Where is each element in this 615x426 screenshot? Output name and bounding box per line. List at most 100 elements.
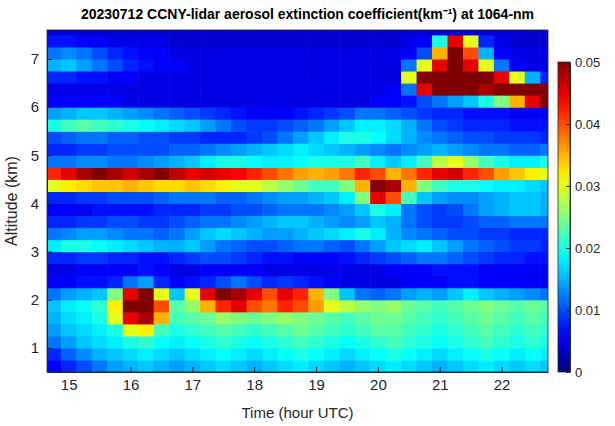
heatmap-cell — [154, 30, 170, 35]
y-tick-label: 4 — [31, 195, 39, 212]
heatmap-cell — [76, 119, 92, 132]
heatmap-cell — [76, 215, 92, 228]
heatmap-cell — [463, 300, 479, 313]
x-tick-label: 20 — [370, 376, 387, 393]
heatmap-cell — [216, 143, 232, 156]
heatmap-cell — [432, 47, 448, 60]
heatmap-cell — [386, 95, 402, 108]
heatmap-cell — [185, 35, 201, 48]
heatmap-cell — [216, 264, 232, 277]
colorbar-tick-label: 0.02 — [575, 241, 600, 256]
heatmap-cell — [540, 143, 548, 156]
heatmap-cell — [200, 167, 216, 180]
heatmap-cell — [370, 95, 386, 108]
heatmap-cell — [509, 131, 525, 144]
colorbar-tick-mark — [566, 62, 570, 63]
heatmap-cell — [76, 155, 92, 168]
x-tick: 19 — [308, 367, 325, 393]
heatmap-cell — [540, 35, 548, 48]
heatmap-cell — [169, 240, 185, 253]
heatmap-cell — [123, 107, 139, 120]
heatmap-cell — [447, 143, 463, 156]
heatmap-cell — [478, 240, 494, 253]
heatmap-cell — [154, 59, 170, 72]
heatmap-cell — [540, 119, 548, 132]
heatmap-cell — [293, 240, 309, 253]
heatmap-cell — [216, 167, 232, 180]
heatmap-cell — [277, 288, 293, 301]
heatmap-cell — [154, 300, 170, 313]
heatmap-cell — [447, 71, 463, 84]
heatmap-cell — [76, 240, 92, 253]
heatmap-cell — [417, 179, 433, 192]
heatmap-cell — [185, 227, 201, 240]
heatmap-cell — [386, 227, 402, 240]
heatmap-cell — [154, 143, 170, 156]
heatmap-cell — [154, 276, 170, 289]
heatmap-cell — [494, 35, 510, 48]
colorbar-tick: 0.05 — [566, 55, 600, 70]
heatmap-cell — [169, 203, 185, 216]
heatmap-cell — [432, 240, 448, 253]
heatmap-cell — [509, 203, 525, 216]
heatmap-cell — [61, 191, 77, 204]
heatmap-cell — [107, 336, 123, 349]
x-tick-label: 19 — [308, 376, 325, 393]
heatmap-cell — [386, 360, 402, 372]
heatmap-cell — [308, 312, 324, 325]
heatmap-cell — [47, 71, 62, 84]
heatmap-cell — [293, 227, 309, 240]
heatmap-cell — [355, 59, 371, 72]
heatmap-cell — [262, 252, 278, 265]
heatmap-cell — [417, 336, 433, 349]
heatmap-cell — [308, 131, 324, 144]
heatmap-cell — [92, 264, 108, 277]
heatmap-cell — [61, 264, 77, 277]
heatmap-cell — [47, 227, 62, 240]
heatmap-cell — [154, 203, 170, 216]
heatmap-cell — [262, 59, 278, 72]
heatmap-cell — [401, 336, 417, 349]
heatmap-cell — [61, 276, 77, 289]
heatmap-cell — [417, 252, 433, 265]
heatmap-cell — [494, 59, 510, 72]
heatmap-cell — [417, 324, 433, 337]
heatmap-cell — [447, 312, 463, 325]
heatmap-cell — [478, 264, 494, 277]
heatmap-cell — [339, 95, 355, 108]
heatmap-cell — [47, 83, 62, 96]
heatmap-cell — [154, 95, 170, 108]
heatmap-cell — [525, 288, 541, 301]
y-axis-line — [47, 31, 48, 373]
heatmap-cell — [200, 131, 216, 144]
heatmap-cell — [401, 360, 417, 372]
heatmap-cell — [61, 47, 77, 60]
heatmap-cell — [509, 360, 525, 372]
heatmap-cell — [308, 71, 324, 84]
heatmap-cell — [355, 336, 371, 349]
heatmap-cell — [47, 276, 62, 289]
x-tick-mark — [316, 367, 317, 372]
heatmap-cell — [463, 131, 479, 144]
heatmap-cell — [293, 179, 309, 192]
heatmap-cell — [200, 83, 216, 96]
heatmap-cell — [262, 179, 278, 192]
heatmap-cell — [246, 264, 262, 277]
heatmap-cell — [47, 47, 62, 60]
heatmap-cell — [277, 203, 293, 216]
heatmap-cell — [339, 360, 355, 372]
heatmap-cell — [185, 107, 201, 120]
heatmap-cell — [216, 83, 232, 96]
heatmap-cell — [339, 264, 355, 277]
heatmap-cell — [355, 288, 371, 301]
heatmap-cell — [432, 179, 448, 192]
heatmap-cell — [231, 191, 247, 204]
heatmap-cell — [216, 95, 232, 108]
heatmap-cell — [107, 312, 123, 325]
heatmap-cell — [123, 35, 139, 48]
heatmap-cell — [277, 35, 293, 48]
heatmap-cell — [216, 300, 232, 313]
colorbar-tick-mark — [566, 186, 570, 187]
heatmap-cell — [308, 119, 324, 132]
heatmap-cell — [386, 215, 402, 228]
